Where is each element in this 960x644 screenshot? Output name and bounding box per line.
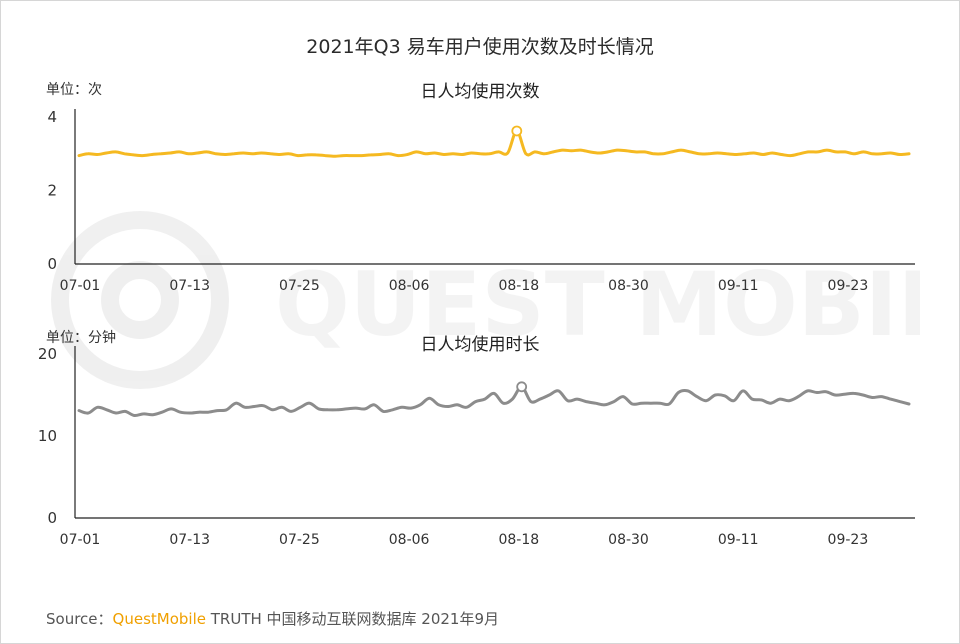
- bottom-chart-y-tick-label: 0: [47, 509, 57, 527]
- top-chart-x-tick-label: 09-11: [718, 278, 759, 294]
- bottom-chart-x-tick-label: 07-01: [60, 532, 101, 548]
- top-chart-x-tick-label: 07-01: [60, 278, 101, 294]
- bottom-chart-unit: 单位：分钟: [46, 330, 116, 346]
- top-chart-x-tick-label: 07-25: [279, 278, 320, 294]
- bottom-chart-title: 日人均使用时长: [420, 335, 540, 355]
- bottom-chart-x-tick-label: 07-25: [279, 532, 320, 548]
- top-chart-title: 日人均使用次数: [420, 82, 540, 102]
- top-chart-y-tick-label: 4: [47, 108, 57, 126]
- bottom-chart-y-tick-label: 20: [38, 345, 57, 363]
- top-chart-x-tick-label: 09-23: [828, 278, 869, 294]
- top-chart-x-tick-label: 08-30: [608, 278, 649, 294]
- top-chart-x-tick-label: 07-13: [169, 278, 210, 294]
- bottom-chart-x-tick-label: 09-23: [828, 532, 869, 548]
- bottom-chart-highlight-marker: [516, 381, 528, 393]
- bottom-chart-series-line: [77, 385, 911, 418]
- top-chart-x-tick-label: 08-06: [389, 278, 430, 294]
- top-chart-unit: 单位：次: [46, 82, 102, 98]
- top-chart-highlight-marker: [511, 125, 523, 137]
- bottom-chart-x-tick-label: 08-30: [608, 532, 649, 548]
- top-chart-y-tick-label: 0: [47, 255, 57, 273]
- bottom-chart-y-tick-label: 10: [38, 427, 57, 445]
- bottom-chart-x-tick-label: 08-18: [498, 532, 539, 548]
- top-chart-x-tick-label: 08-18: [498, 278, 539, 294]
- bottom-chart-x-tick-label: 09-11: [718, 532, 759, 548]
- source-line: Source：QuestMobile TRUTH 中国移动互联网数据库 2021…: [46, 608, 499, 629]
- questmobile-watermark: QUEST MOBILE: [51, 211, 920, 389]
- source-brand: QuestMobile: [112, 610, 206, 628]
- bottom-chart-x-tick-label: 07-13: [169, 532, 210, 548]
- chart-title: 2021年Q3 易车用户使用次数及时长情况: [306, 36, 654, 58]
- top-chart-series-line: [77, 129, 911, 158]
- source-suffix: TRUTH 中国移动互联网数据库 2021年9月: [205, 610, 500, 628]
- source-prefix: Source：: [46, 610, 113, 628]
- top-chart-y-tick-label: 2: [47, 182, 57, 200]
- watermark-text: QUEST MOBILE: [275, 253, 920, 356]
- bottom-chart-x-tick-label: 08-06: [389, 532, 430, 548]
